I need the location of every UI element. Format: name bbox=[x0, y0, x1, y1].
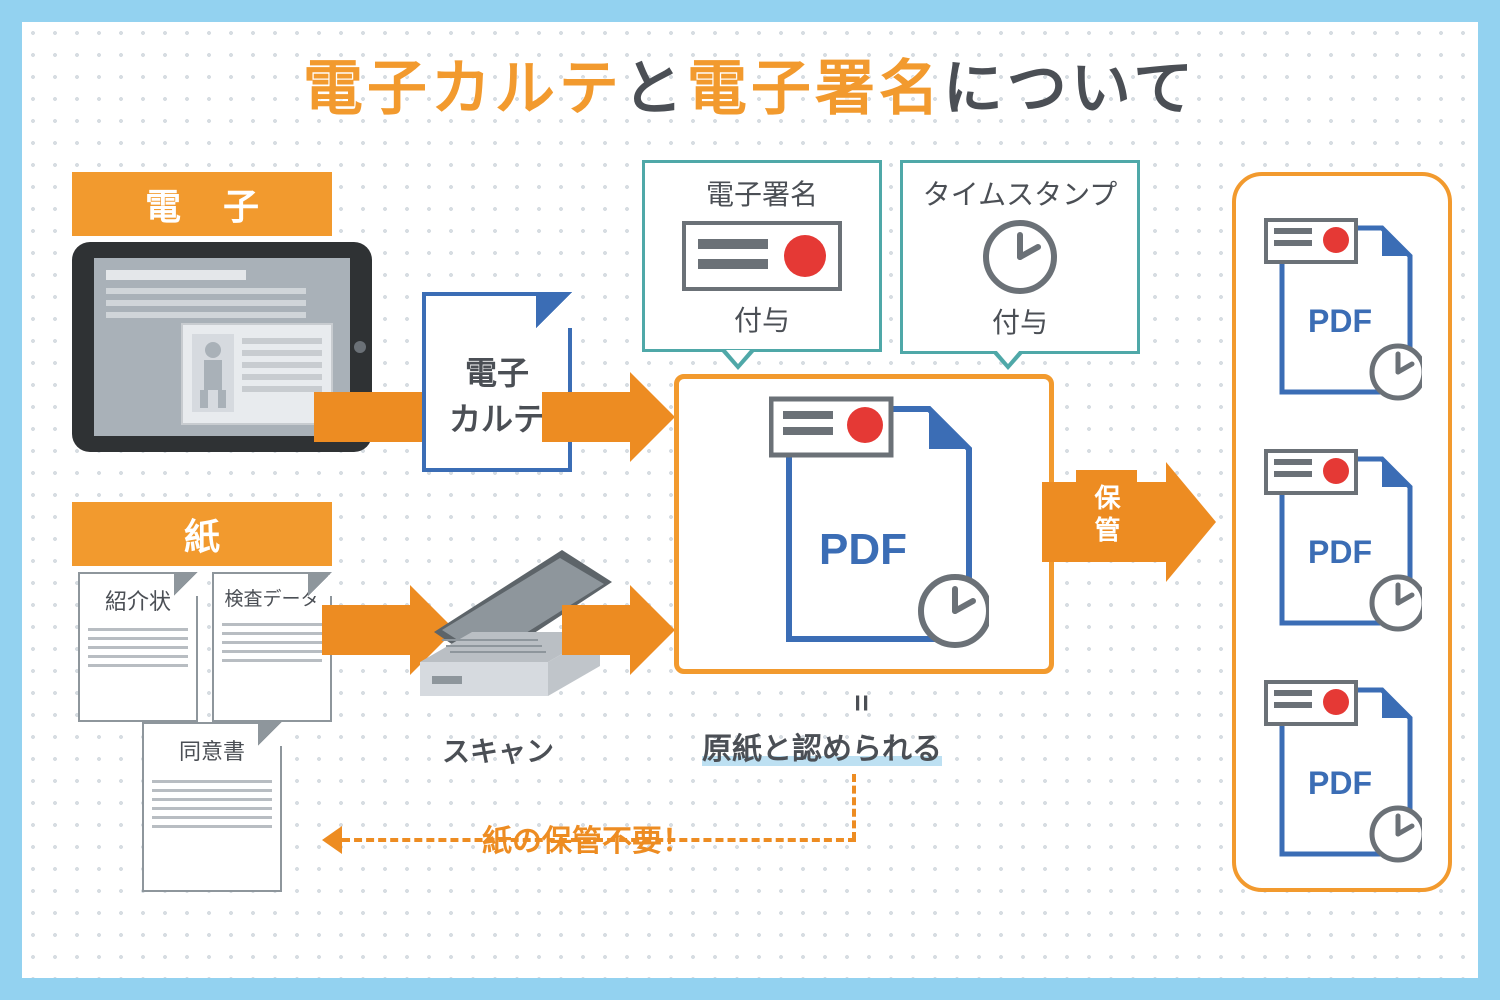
title-suffix: について bbox=[943, 55, 1197, 122]
infographic-frame: 電子カルテと電子署名について 電 子 bbox=[0, 0, 1500, 1000]
paper-doc-1: 紹介状 bbox=[78, 572, 198, 722]
recognized-label: 原紙と認められる bbox=[702, 724, 942, 768]
arrow-4 bbox=[562, 605, 632, 655]
callout-signature-tail bbox=[722, 352, 754, 370]
storage-pdf-2: PDF bbox=[1262, 447, 1422, 642]
arrow-2a bbox=[542, 392, 632, 442]
callout-timestamp-action: 付与 bbox=[917, 301, 1123, 341]
paper-doc-3: 同意書 bbox=[142, 722, 282, 892]
title-joiner: と bbox=[623, 55, 687, 122]
doc-fold bbox=[536, 292, 572, 328]
equals-sign: = bbox=[844, 694, 878, 712]
paper-doc-2: 検査データ bbox=[212, 572, 332, 722]
storage-pdf-3: PDF bbox=[1262, 678, 1422, 873]
arrow-3 bbox=[322, 605, 412, 655]
callout-timestamp-title: タイムスタンプ bbox=[917, 173, 1123, 213]
karte-label-2: カルテ bbox=[440, 394, 554, 440]
svg-text:PDF: PDF bbox=[1308, 765, 1372, 801]
dashed-v bbox=[852, 774, 856, 840]
scan-label: スキャン bbox=[442, 730, 554, 770]
paper-doc-3-label: 同意書 bbox=[152, 734, 272, 766]
no-storage-label: 紙の保管不要！ bbox=[482, 816, 692, 860]
title-part2: 電子署名 bbox=[687, 55, 943, 122]
arrow-4-head bbox=[630, 585, 675, 675]
pdf-label: PDF bbox=[819, 525, 907, 575]
callout-timestamp: タイムスタンプ 付与 bbox=[900, 160, 1140, 354]
badge-paper: 紙 bbox=[72, 502, 332, 566]
title-part1: 電子カルテ bbox=[303, 55, 623, 122]
callout-signature-action: 付与 bbox=[659, 299, 865, 339]
arrow-5-head bbox=[1166, 462, 1216, 582]
storage-pdf-1: PDF bbox=[1262, 216, 1422, 411]
callout-timestamp-tail bbox=[992, 352, 1024, 370]
callout-signature: 電子署名 付与 bbox=[642, 160, 882, 352]
storage-box: PDF PDF PDF bbox=[1232, 172, 1452, 892]
paper-doc-2-label: 検査データ bbox=[222, 584, 322, 611]
karte-label-1: 電子 bbox=[440, 348, 554, 394]
badge-electronic: 電 子 bbox=[72, 172, 332, 236]
main-title: 電子カルテと電子署名について bbox=[22, 40, 1478, 127]
callout-signature-title: 電子署名 bbox=[659, 173, 865, 213]
pdf-central-box: PDF bbox=[674, 374, 1054, 674]
hokan-label: 保管 bbox=[1076, 470, 1137, 562]
svg-text:PDF: PDF bbox=[1308, 303, 1372, 339]
svg-text:PDF: PDF bbox=[1308, 534, 1372, 570]
dashed-arrow-head bbox=[322, 826, 342, 854]
paper-doc-1-label: 紹介状 bbox=[88, 584, 188, 616]
arrow-2a-head bbox=[630, 372, 675, 462]
karte-doc: 電子 カルテ bbox=[422, 292, 572, 472]
